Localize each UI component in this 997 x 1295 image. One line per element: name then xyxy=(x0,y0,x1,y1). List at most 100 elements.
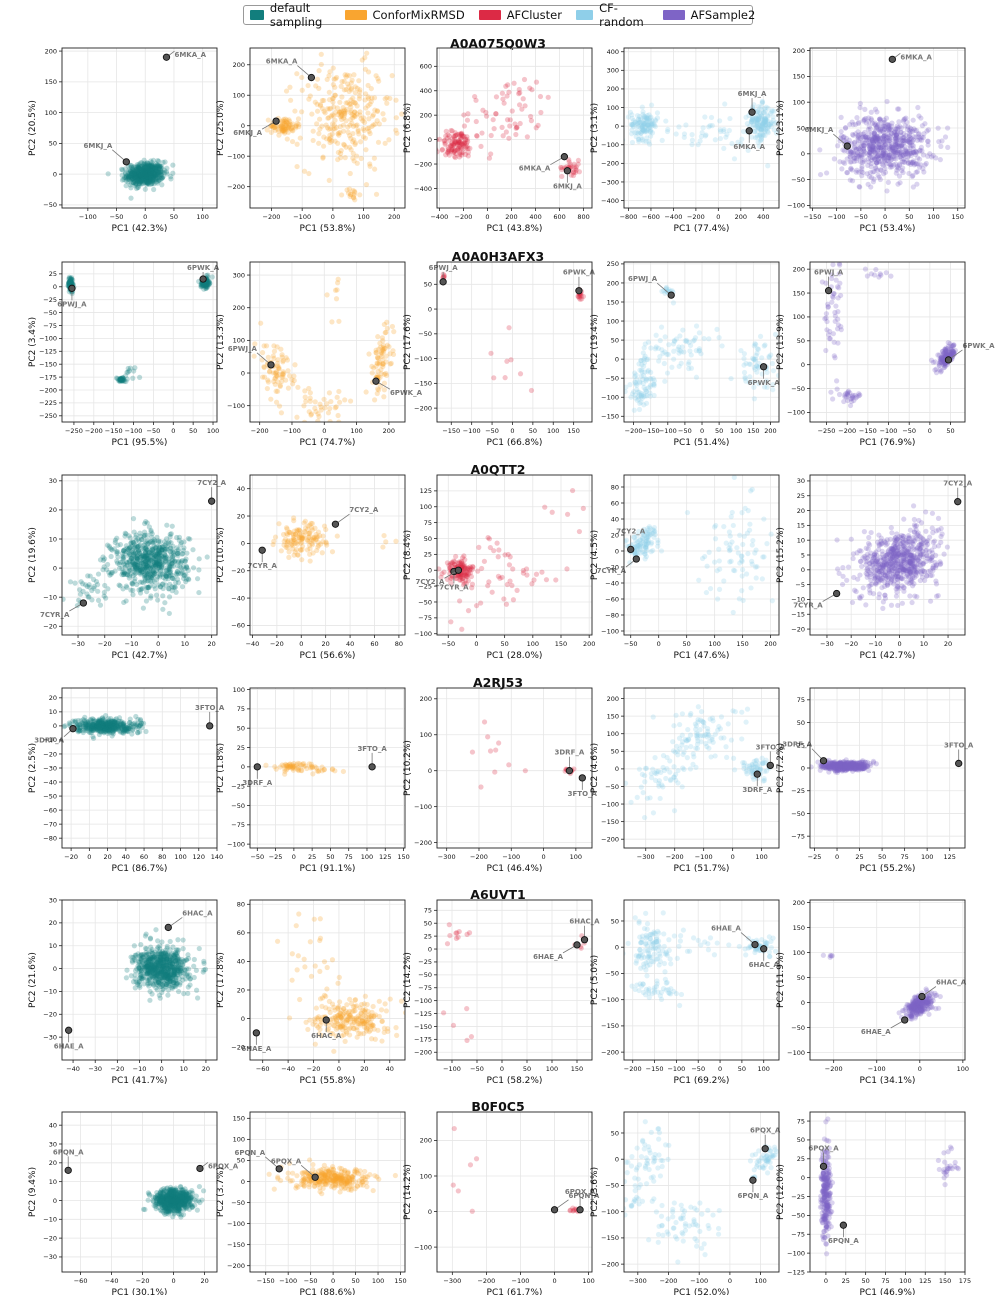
data-point xyxy=(459,133,465,139)
data-point xyxy=(731,156,738,162)
legend-label: AFCluster xyxy=(506,8,562,22)
data-point xyxy=(151,171,157,177)
data-point xyxy=(570,170,577,176)
data-point xyxy=(319,550,325,556)
data-point xyxy=(151,173,158,179)
data-point xyxy=(491,126,497,132)
x-tick-label: −150 xyxy=(105,427,123,435)
data-point xyxy=(339,192,345,198)
data-point xyxy=(676,344,682,350)
data-point xyxy=(147,175,153,181)
data-point xyxy=(152,168,159,174)
data-point xyxy=(758,126,765,132)
y-tick-label: 40 xyxy=(237,485,245,493)
y-tick-label: −75 xyxy=(418,614,432,622)
y-tick-label: 50 xyxy=(424,535,432,543)
data-point xyxy=(629,115,635,121)
data-point xyxy=(288,97,294,103)
data-point xyxy=(185,567,191,573)
data-point xyxy=(370,112,377,118)
legend-label: AFSample2 xyxy=(690,8,756,22)
data-point xyxy=(131,179,137,186)
data-point xyxy=(771,108,777,114)
data-point xyxy=(151,171,157,177)
data-point xyxy=(645,367,651,374)
data-point xyxy=(749,119,755,125)
data-point xyxy=(857,147,863,153)
data-point xyxy=(141,168,147,175)
data-point xyxy=(136,170,142,176)
y-tick-label: −50 xyxy=(605,374,619,382)
x-tick-label: 800 xyxy=(577,213,589,221)
data-point xyxy=(145,168,151,174)
data-point xyxy=(143,170,149,176)
data-point xyxy=(148,168,154,174)
data-point xyxy=(181,564,187,570)
data-point xyxy=(368,98,374,105)
data-point xyxy=(754,120,760,126)
data-point xyxy=(758,127,764,133)
x-tick-label: 0 xyxy=(143,213,147,221)
data-point xyxy=(701,335,707,342)
data-point xyxy=(117,559,124,565)
data-point xyxy=(150,165,156,171)
data-point xyxy=(178,559,185,565)
y-tick-label: 0 xyxy=(428,136,432,144)
data-point xyxy=(302,518,308,524)
data-point xyxy=(144,176,151,182)
x-tick-label: −200 xyxy=(625,427,643,435)
data-point xyxy=(168,176,174,182)
data-point xyxy=(67,279,73,285)
data-point xyxy=(641,402,647,408)
data-point xyxy=(499,124,505,130)
data-point xyxy=(136,165,142,171)
data-point xyxy=(135,176,141,183)
data-point xyxy=(136,177,143,183)
y-tick-label: 150 xyxy=(45,78,57,86)
data-point xyxy=(329,112,336,118)
data-point xyxy=(347,73,353,79)
data-point xyxy=(135,177,141,183)
data-point xyxy=(365,110,371,116)
data-point xyxy=(138,172,144,178)
data-point xyxy=(280,127,286,134)
data-point xyxy=(140,172,146,178)
data-point xyxy=(514,587,520,593)
data-point xyxy=(129,177,135,183)
data-point xyxy=(143,172,149,178)
data-point xyxy=(366,116,372,122)
data-point xyxy=(121,176,127,182)
data-point xyxy=(149,171,155,177)
data-point xyxy=(437,147,439,152)
data-point xyxy=(749,114,755,120)
data-point xyxy=(140,175,146,181)
data-point xyxy=(643,545,649,551)
data-point xyxy=(130,172,136,178)
data-point xyxy=(441,138,447,144)
data-point xyxy=(283,123,289,129)
data-point xyxy=(328,113,334,119)
x-tick-label: −10 xyxy=(125,640,139,648)
data-point xyxy=(138,172,144,178)
data-point xyxy=(352,189,358,196)
data-point xyxy=(156,170,163,176)
data-point xyxy=(95,571,102,577)
data-point xyxy=(289,127,295,133)
y-tick-label: −200 xyxy=(39,386,57,394)
data-point xyxy=(367,101,373,107)
data-point xyxy=(456,145,462,151)
data-point xyxy=(449,140,455,146)
data-point xyxy=(831,247,836,252)
data-point xyxy=(899,167,905,174)
data-point xyxy=(696,330,702,336)
row-title-b0f0c5: B0F0C5 xyxy=(471,1099,525,1114)
data-point xyxy=(316,140,322,146)
data-point xyxy=(462,151,469,158)
data-point xyxy=(86,582,92,588)
x-axis-label: PC1 (56.6%) xyxy=(300,651,356,661)
x-tick-label: 50 xyxy=(715,427,723,435)
data-point xyxy=(142,169,149,175)
data-point xyxy=(754,119,760,125)
data-point xyxy=(147,171,153,177)
